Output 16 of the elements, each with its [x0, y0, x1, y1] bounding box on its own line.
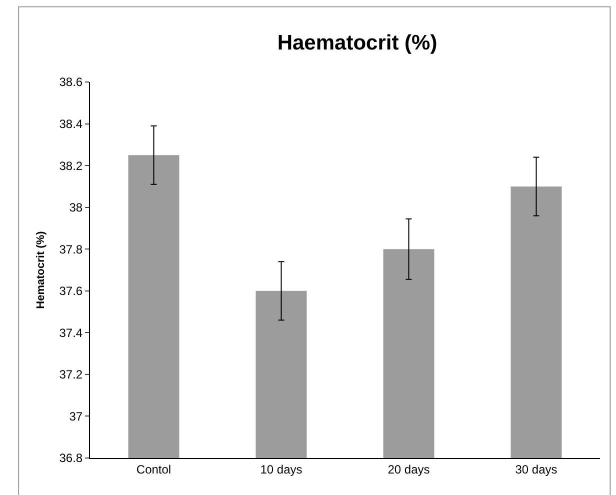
x-tick-label: 10 days [260, 462, 302, 476]
y-tick-label: 38.4 [59, 116, 83, 131]
y-tick-label: 38.6 [59, 75, 83, 90]
x-tick-label: 20 days [388, 462, 430, 476]
y-tick-label: 36.8 [59, 451, 83, 466]
y-tick-label: 37.4 [59, 326, 83, 340]
y-tick-label: 38.2 [59, 158, 83, 173]
y-tick-label: 37.2 [59, 368, 83, 382]
x-tick-label: 30 days [515, 462, 558, 476]
y-axis-title: Hematocrit (%) [34, 230, 47, 309]
x-tick-label: Contol [136, 462, 172, 476]
y-tick-label: 37.6 [59, 284, 83, 298]
chart-title: Haematocrit (%) [277, 31, 438, 54]
y-tick-label: 38 [69, 200, 83, 215]
y-tick-label: 37.8 [59, 242, 83, 256]
y-tick-label: 37 [69, 409, 83, 424]
